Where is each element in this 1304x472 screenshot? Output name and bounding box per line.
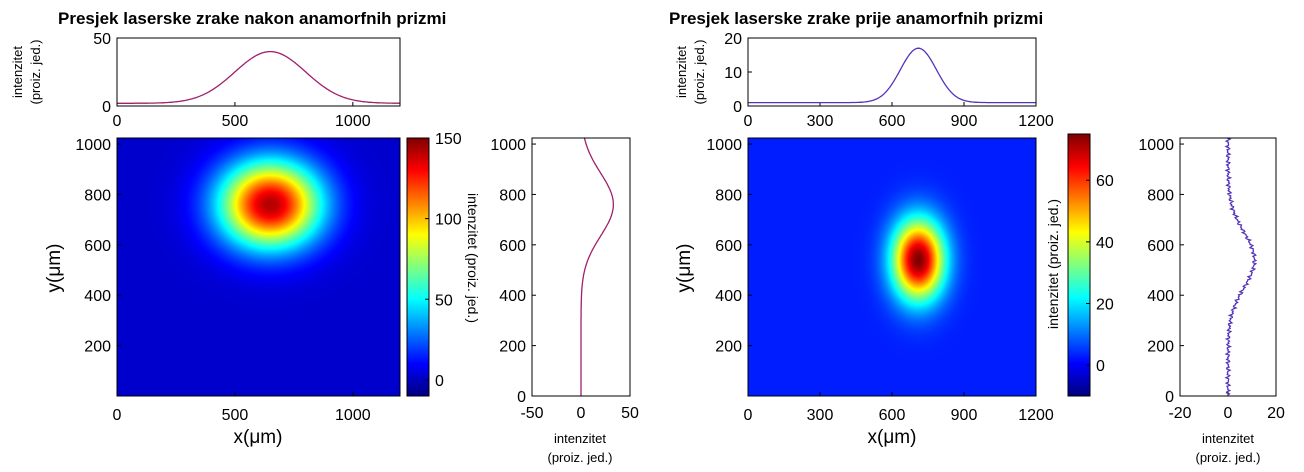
- colorbar-tick-label: 20: [1096, 297, 1114, 314]
- image-x-tick-label: 900: [951, 407, 978, 424]
- colorbar-left: 0 50 100 150 intenzitet (proiz. jed.): [406, 131, 481, 397]
- colorbar-tick-label: 50: [435, 292, 453, 309]
- top-x-tick-label: 1200: [1018, 113, 1054, 130]
- top-profile-frame: [747, 37, 1037, 107]
- side-y-tick-label: 0: [1165, 389, 1174, 406]
- y-axis-label: y(μm): [674, 244, 695, 293]
- top-x-tick-label: 300: [807, 113, 834, 130]
- top-profile-line: [117, 50, 400, 104]
- top-profile-right: intenzitet (proiz. jed.) 0 300 600 900 1200 0…: [674, 31, 1054, 130]
- image-y-tick-label: 400: [84, 288, 111, 305]
- x-axis-label: x(μm): [868, 427, 917, 448]
- top-y-tick-label: 0: [102, 99, 111, 116]
- side-profile-frame: [531, 137, 631, 397]
- colorbar-label: intenzitet (proiz. jed.): [465, 193, 481, 323]
- image-y-tick-label: 800: [715, 187, 742, 204]
- top-x-tick-label: 0: [113, 113, 122, 130]
- image-x-tick-label: 500: [222, 407, 249, 424]
- top-y-tick-label: 10: [724, 65, 742, 82]
- colorbar-tick-label: 0: [435, 373, 444, 390]
- top-x-tick-label: 0: [744, 113, 753, 130]
- top-x-tick-label: 1000: [335, 113, 371, 130]
- colorbar-frame: [1067, 133, 1091, 397]
- top-y-tick-label: 0: [733, 99, 742, 116]
- heatmap-canvas: [748, 138, 1036, 396]
- side-x-tick-label: 0: [577, 405, 586, 422]
- side-y-tick-label: 200: [499, 339, 526, 356]
- top-y-tick-label: 50: [93, 31, 111, 48]
- y-axis-label: y(μm): [44, 244, 65, 293]
- side-y-tick-label: 0: [517, 389, 526, 406]
- side-y-tick-label: 800: [1147, 187, 1174, 204]
- image-y-tick-label: 600: [84, 238, 111, 255]
- top-profile-ylabel-line1: intenzitet: [10, 46, 25, 98]
- image-left: 0 500 1000 200 400 600 800 1000 x(μm) y(μm): [44, 137, 401, 448]
- side-x-tick-label: 50: [621, 405, 639, 422]
- side-y-tick-label: 600: [499, 238, 526, 255]
- side-y-tick-label: 400: [1147, 288, 1174, 305]
- colorbar-tick-label: 0: [1096, 358, 1105, 375]
- top-x-tick-label: 500: [222, 113, 249, 130]
- image-y-tick-label: 400: [715, 288, 742, 305]
- side-profile-frame: [1179, 137, 1277, 397]
- top-profile-line: [748, 47, 1036, 104]
- colorbar-frame: [406, 137, 430, 397]
- image-y-tick-label: 800: [84, 187, 111, 204]
- top-profile-frame: [116, 37, 401, 107]
- top-profile-ylabel-line2: (proiz. jed.): [692, 39, 707, 104]
- side-x-tick-label: -20: [1168, 405, 1191, 422]
- side-profile-line: [1224, 137, 1258, 397]
- panel-right: Presjek laserske zrake prije anamorfnih …: [669, 9, 1285, 465]
- top-x-tick-label: 900: [951, 113, 978, 130]
- title-left: Presjek laserske zrake nakon anamorfnih …: [58, 9, 446, 28]
- colorbar-tick-label: 60: [1096, 173, 1114, 190]
- image-x-tick-label: 1200: [1018, 407, 1054, 424]
- top-profile-ylabel-line2: (proiz. jed.): [28, 39, 43, 104]
- image-x-tick-label: 0: [113, 407, 122, 424]
- colorbar-tick-label: 150: [435, 131, 462, 148]
- top-profile-ylabel-line1: intenzitet: [674, 46, 689, 98]
- panel-left: Presjek laserske zrake nakon anamorfnih …: [10, 9, 639, 465]
- side-x-tick-label: 0: [1224, 405, 1233, 422]
- heatmap-frame: [116, 137, 401, 397]
- top-profile-left: intenzitet (proiz. jed.) 0 500 1000 0 50: [10, 31, 401, 130]
- colorbar-canvas: [407, 138, 429, 396]
- side-profile-xlabel-line2: (proiz. jed.): [1195, 450, 1260, 465]
- image-y-tick-label: 200: [715, 339, 742, 356]
- colorbar-tick-label: 100: [435, 212, 462, 229]
- side-y-tick-label: 600: [1147, 238, 1174, 255]
- side-x-tick-label: 20: [1267, 405, 1285, 422]
- image-x-tick-label: 1000: [335, 407, 371, 424]
- heatmap-canvas: [117, 138, 400, 396]
- colorbar-tick-label: 40: [1096, 235, 1114, 252]
- side-profile-xlabel-line1: intenzitet: [554, 431, 606, 446]
- side-y-tick-label: 800: [499, 187, 526, 204]
- image-x-tick-label: 300: [807, 407, 834, 424]
- side-y-tick-label: 1000: [490, 137, 526, 154]
- image-x-tick-label: 600: [879, 407, 906, 424]
- title-right: Presjek laserske zrake prije anamorfnih …: [669, 9, 1043, 28]
- side-y-tick-label: 1000: [1138, 137, 1174, 154]
- colorbar-label: intenzitet (proiz. jed.): [1045, 199, 1061, 329]
- side-profile-xlabel-line1: intenzitet: [1202, 431, 1254, 446]
- image-y-tick-label: 200: [84, 339, 111, 356]
- image-y-tick-label: 600: [715, 238, 742, 255]
- top-y-tick-label: 20: [724, 31, 742, 48]
- top-x-tick-label: 600: [879, 113, 906, 130]
- side-y-tick-label: 200: [1147, 339, 1174, 356]
- x-axis-label: x(μm): [234, 427, 283, 448]
- side-x-tick-label: -50: [520, 405, 543, 422]
- image-y-tick-label: 1000: [706, 137, 742, 154]
- colorbar-right: 0 20 40 60 intenzitet (proiz. jed.): [1045, 133, 1114, 397]
- side-profile-xlabel-line2: (proiz. jed.): [547, 450, 612, 465]
- colorbar-canvas: [1068, 134, 1090, 396]
- image-x-tick-label: 0: [744, 407, 753, 424]
- image-right: 0 300 600 900 1200 200 400 600 800 1000 x(μm) y(μ…: [674, 137, 1054, 448]
- image-y-tick-label: 1000: [75, 137, 111, 154]
- side-y-tick-label: 400: [499, 288, 526, 305]
- side-profile-line: [580, 137, 614, 396]
